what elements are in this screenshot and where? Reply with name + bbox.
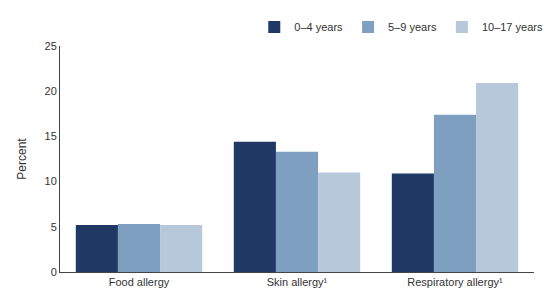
svg-text:10–17 years: 10–17 years (482, 21, 543, 33)
svg-text:Percent: Percent (15, 138, 29, 180)
svg-text:20: 20 (45, 85, 57, 97)
svg-text:Skin allergy¹: Skin allergy¹ (267, 276, 328, 288)
svg-text:10: 10 (45, 175, 57, 187)
svg-text:0: 0 (51, 266, 57, 278)
svg-text:Respiratory allergy¹: Respiratory allergy¹ (407, 276, 503, 288)
svg-text:0–4 years: 0–4 years (294, 21, 343, 33)
svg-text:Food allergy: Food allergy (109, 276, 170, 288)
svg-text:5: 5 (51, 221, 57, 233)
svg-text:25: 25 (45, 40, 57, 52)
svg-text:15: 15 (45, 130, 57, 142)
svg-text:5–9 years: 5–9 years (388, 21, 437, 33)
